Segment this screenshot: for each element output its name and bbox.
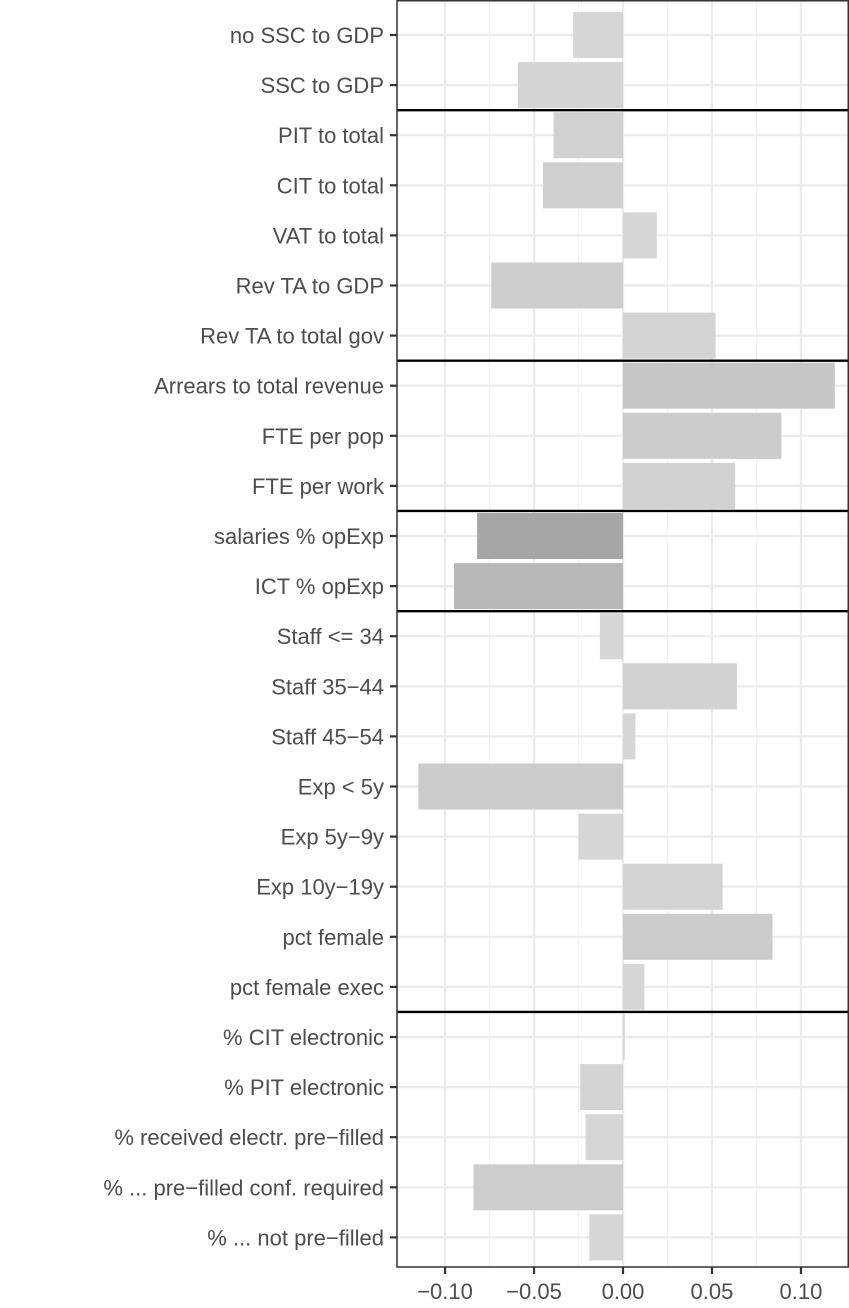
x-tick-label: 0.05 [691, 1279, 734, 1304]
bar [599, 613, 623, 660]
bar [623, 713, 636, 760]
bar [573, 12, 623, 58]
bar [623, 212, 657, 259]
bar [477, 513, 623, 559]
category-label: SSC to GDP [261, 73, 384, 98]
category-label: % PIT electronic [224, 1075, 384, 1100]
category-label: VAT to total [273, 223, 384, 248]
category-label: Exp 5y−9y [281, 825, 384, 850]
bar [418, 763, 623, 810]
bar [580, 1064, 623, 1111]
bar [578, 813, 623, 860]
bar-layer [418, 12, 835, 1261]
category-label: Rev TA to total gov [200, 324, 384, 349]
bar [453, 563, 623, 610]
bar [473, 1164, 623, 1211]
category-label: FTE per pop [262, 424, 384, 449]
bar [623, 913, 773, 960]
separator-layer [397, 108, 849, 1014]
category-label: Staff 35−44 [271, 674, 384, 699]
bar [518, 62, 623, 109]
category-label: PIT to total [278, 123, 384, 148]
category-label: ICT % opExp [255, 574, 384, 599]
category-label: pct female [283, 925, 385, 950]
x-tick-label: −0.05 [506, 1279, 562, 1304]
category-label: FTE per work [252, 474, 385, 499]
category-label: no SSC to GDP [230, 23, 384, 48]
bar [589, 1214, 623, 1261]
axis-layer: no SSC to GDP SSC to GDP PIT to total CIT t… [103, 23, 822, 1304]
bar [585, 1114, 623, 1161]
category-label: CIT to total [277, 173, 384, 198]
bar [491, 262, 623, 309]
category-label: Staff <= 34 [277, 624, 384, 649]
category-label: % ... not pre−filled [207, 1225, 384, 1250]
category-label: Exp 10y−19y [256, 875, 384, 900]
x-tick-label: 0.10 [780, 1279, 823, 1304]
bar [623, 963, 645, 1010]
category-label: salaries % opExp [214, 524, 384, 549]
category-label: % received electr. pre−filled [114, 1125, 384, 1150]
x-tick-label: 0.00 [602, 1279, 645, 1304]
category-label: % ... pre−filled conf. required [103, 1175, 384, 1200]
x-tick-label: −0.10 [417, 1279, 473, 1304]
bar [623, 1014, 625, 1060]
bar [623, 412, 782, 459]
category-label: Staff 45−54 [271, 724, 384, 749]
bar [623, 312, 716, 359]
bar [623, 362, 835, 409]
bar [553, 112, 623, 159]
bar [623, 663, 737, 710]
category-label: Rev TA to GDP [236, 274, 384, 299]
category-label: Exp < 5y [298, 775, 384, 800]
bar [542, 162, 623, 209]
bar [623, 863, 723, 910]
bar [623, 462, 736, 509]
category-label: pct female exec [230, 975, 384, 1000]
category-label: % CIT electronic [223, 1025, 384, 1050]
category-label: Arrears to total revenue [154, 374, 384, 399]
